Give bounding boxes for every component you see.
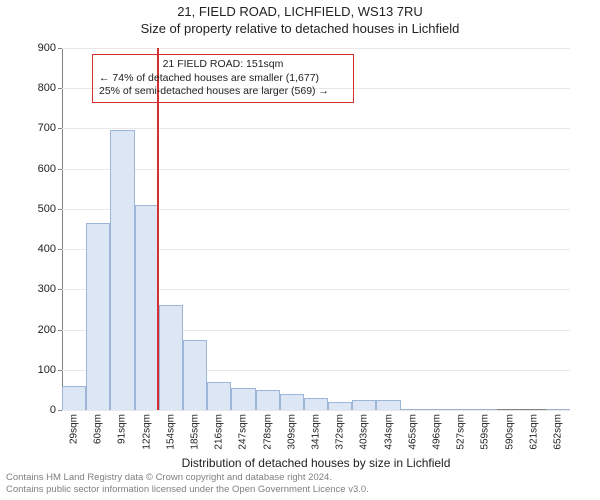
y-tick-label: 200 bbox=[38, 324, 56, 336]
x-tick-label: 29sqm bbox=[69, 414, 80, 444]
annotation-line: 25% of semi-detached houses are larger (… bbox=[99, 85, 347, 99]
histogram-bar bbox=[376, 400, 400, 410]
x-tick-label: 309sqm bbox=[286, 414, 297, 450]
annotation-box: 21 FIELD ROAD: 151sqm← 74% of detached h… bbox=[92, 54, 354, 103]
y-tick-label: 600 bbox=[38, 163, 56, 175]
x-tick-label: 496sqm bbox=[431, 414, 442, 450]
x-tick-label: 372sqm bbox=[335, 414, 346, 450]
x-tick-label: 122sqm bbox=[141, 414, 152, 450]
gridline bbox=[62, 169, 570, 170]
x-axis-label: Distribution of detached houses by size … bbox=[62, 456, 570, 470]
histogram-bar bbox=[473, 409, 497, 410]
annotation-line: 21 FIELD ROAD: 151sqm bbox=[99, 58, 347, 72]
x-tick-label: 652sqm bbox=[552, 414, 563, 450]
y-tick-label: 100 bbox=[38, 364, 56, 376]
x-tick-label: 247sqm bbox=[238, 414, 249, 450]
y-axis-line bbox=[62, 48, 63, 410]
footer-line-1: Contains HM Land Registry data © Crown c… bbox=[6, 472, 369, 484]
x-tick-label: 60sqm bbox=[93, 414, 104, 444]
gridline bbox=[62, 410, 570, 411]
histogram-bar bbox=[449, 409, 473, 410]
x-tick-label: 559sqm bbox=[480, 414, 491, 450]
x-tick-label: 465sqm bbox=[407, 414, 418, 450]
x-tick-label: 185sqm bbox=[190, 414, 201, 450]
y-tick-label: 700 bbox=[38, 122, 56, 134]
x-tick-label: 154sqm bbox=[165, 414, 176, 450]
y-tick-label: 300 bbox=[38, 283, 56, 295]
plot-region: 010020030040050060070080090029sqm60sqm91… bbox=[62, 48, 570, 410]
y-tick-label: 800 bbox=[38, 82, 56, 94]
histogram-bar bbox=[546, 409, 570, 410]
gridline bbox=[62, 48, 570, 49]
gridline bbox=[62, 128, 570, 129]
histogram-bar bbox=[62, 386, 86, 410]
x-tick-label: 91sqm bbox=[117, 414, 128, 444]
histogram-bar bbox=[304, 398, 328, 410]
histogram-bar bbox=[352, 400, 376, 410]
x-tick-label: 621sqm bbox=[528, 414, 539, 450]
histogram-bar bbox=[183, 340, 207, 410]
histogram-bar bbox=[159, 305, 183, 410]
y-tick-label: 0 bbox=[50, 404, 56, 416]
histogram-bar bbox=[256, 390, 280, 410]
address-title: 21, FIELD ROAD, LICHFIELD, WS13 7RU bbox=[0, 0, 600, 19]
histogram-bar bbox=[425, 409, 449, 410]
x-tick-label: 590sqm bbox=[504, 414, 515, 450]
x-tick-label: 278sqm bbox=[262, 414, 273, 450]
histogram-bar bbox=[207, 382, 231, 410]
annotation-line: ← 74% of detached houses are smaller (1,… bbox=[99, 72, 347, 86]
x-tick-label: 403sqm bbox=[359, 414, 370, 450]
histogram-bar bbox=[135, 205, 159, 410]
footer-line-2: Contains public sector information licen… bbox=[6, 484, 369, 496]
chart-subtitle: Size of property relative to detached ho… bbox=[0, 19, 600, 36]
histogram-bar bbox=[280, 394, 304, 410]
footer-attribution: Contains HM Land Registry data © Crown c… bbox=[6, 472, 369, 496]
x-tick-label: 341sqm bbox=[311, 414, 322, 450]
x-tick-label: 216sqm bbox=[214, 414, 225, 450]
histogram-bar bbox=[86, 223, 110, 410]
histogram-bar bbox=[231, 388, 255, 410]
histogram-bar bbox=[110, 130, 134, 410]
x-tick-label: 434sqm bbox=[383, 414, 394, 450]
y-tick-label: 400 bbox=[38, 243, 56, 255]
histogram-bar bbox=[401, 409, 425, 410]
histogram-bar bbox=[328, 402, 352, 410]
x-tick-label: 527sqm bbox=[456, 414, 467, 450]
y-tick-label: 900 bbox=[38, 42, 56, 54]
chart-area: Number of detached properties 0100200300… bbox=[62, 48, 570, 410]
y-tick-label: 500 bbox=[38, 203, 56, 215]
